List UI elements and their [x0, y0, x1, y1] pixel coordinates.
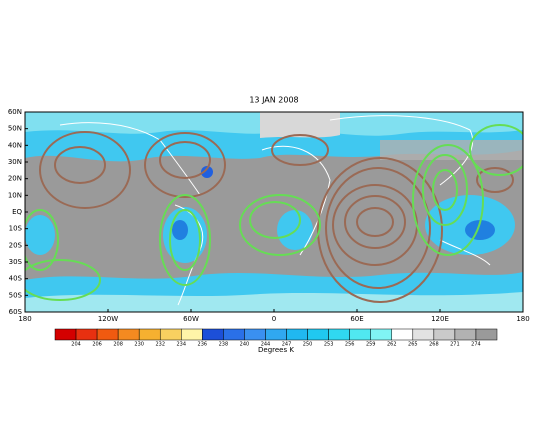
contours [25, 124, 523, 303]
lon-label: 120W [98, 315, 118, 323]
colorbar-box [202, 328, 224, 341]
map-title: 13 JAN 2008 [249, 96, 298, 105]
colorbar-label: 256 [345, 342, 355, 348]
colorbar-box [391, 328, 414, 341]
colorbar-label: 259 [366, 342, 376, 348]
colorbar-label: 262 [387, 342, 397, 348]
colorbar-label: 238 [219, 342, 229, 348]
colorbar-box [138, 328, 161, 341]
colorbar-label: 244 [261, 342, 271, 348]
colorbar-box [370, 328, 393, 341]
colorbar-label: 274 [471, 342, 481, 348]
lat-label: 10N [8, 191, 22, 199]
colorbar-label: 232 [155, 342, 165, 348]
colorbar-box [412, 328, 435, 341]
colorbar-label: 208 [113, 342, 123, 348]
lat-label: EQ [12, 208, 22, 216]
colorbar-title: Degrees K [258, 346, 294, 354]
colorbar-label: 247 [282, 342, 292, 348]
colorbar-box [307, 328, 329, 341]
colorbar-box [96, 328, 119, 341]
colorbar-label: 240 [240, 342, 250, 348]
lon-label: 180 [18, 315, 31, 323]
lon-label: 180 [516, 315, 529, 323]
colorbar-label: 250 [303, 342, 313, 348]
colorbar-box [433, 328, 456, 341]
lon-label: 0 [272, 315, 276, 323]
colorbar-label: 230 [134, 342, 144, 348]
lat-label: 10S [9, 225, 23, 233]
colorbar-box [54, 328, 77, 341]
colorbar-box [181, 328, 203, 341]
lat-label: 20N [8, 175, 22, 183]
lon-label: 60E [350, 315, 363, 323]
lat-label: 60S [9, 308, 23, 316]
colorbar-label: 271 [450, 342, 460, 348]
lat-label: 30N [8, 158, 22, 166]
colorbar-box [286, 328, 308, 341]
lat-label: 40N [8, 141, 22, 149]
colorbar-label: 268 [429, 342, 439, 348]
lat-label: 50N [8, 125, 22, 133]
colorbar-box [475, 328, 498, 341]
colorbar-box [75, 328, 98, 341]
colorbar-label: 236 [198, 342, 208, 348]
lon-label: 120E [431, 315, 449, 323]
colorbar-label: 204 [71, 342, 81, 348]
lat-label: 20S [9, 241, 23, 249]
lat-label: 50S [9, 291, 23, 299]
colorbar-box [454, 328, 477, 341]
colorbar-box [223, 328, 245, 341]
colorbar-box [328, 328, 350, 341]
colorbar-box [244, 328, 266, 341]
lat-label: 30S [9, 258, 23, 266]
lat-label: 60N [8, 108, 22, 116]
colorbar-label: 253 [324, 342, 334, 348]
colorbar-label: 206 [92, 342, 102, 348]
colorbar-box [117, 328, 140, 341]
colorbar-label: 234 [177, 342, 187, 348]
lat-label: 40S [9, 275, 23, 283]
colorbar-box [349, 328, 371, 341]
colorbar-label: 265 [408, 342, 418, 348]
colorbar-box [159, 328, 182, 341]
colorbar-box [265, 328, 287, 341]
lon-label: 60W [183, 315, 199, 323]
